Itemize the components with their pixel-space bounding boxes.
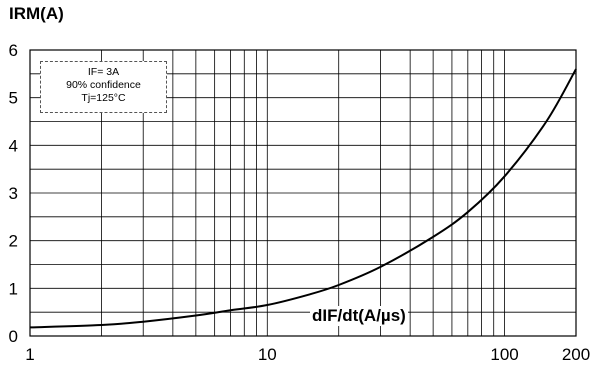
x-tick-label: 100	[490, 345, 518, 364]
x-tick-label: 200	[562, 345, 590, 364]
y-tick-label: 2	[9, 232, 18, 251]
x-axis-title: dIF/dt(A/µs)	[310, 306, 408, 326]
y-tick-labels: 0 1 2 3 4 5 6	[9, 41, 18, 346]
condition-line: Tj=125°C	[81, 92, 126, 104]
y-tick-label: 3	[9, 184, 18, 203]
y-tick-label: 0	[9, 327, 18, 346]
series-layer	[29, 68, 577, 329]
y-tick-label: 5	[9, 89, 18, 108]
y-tick-label: 6	[9, 41, 18, 60]
condition-line: IF= 3A	[87, 66, 120, 78]
y-tick-label: 1	[9, 279, 18, 298]
y-tick-label: 4	[9, 136, 18, 155]
conditions-box: IF= 3A 90% confidence Tj=125°C	[40, 61, 167, 113]
plot-frame	[29, 49, 577, 337]
irm-curve	[29, 68, 577, 329]
x-tick-labels: 1 10 100 200	[25, 345, 590, 364]
x-tick-label: 1	[25, 345, 34, 364]
x-tick-label: 10	[258, 345, 277, 364]
y-axis-title: IRM(A)	[9, 4, 64, 23]
horizontal-gridlines	[30, 73, 576, 313]
condition-line: 90% confidence	[66, 79, 141, 91]
